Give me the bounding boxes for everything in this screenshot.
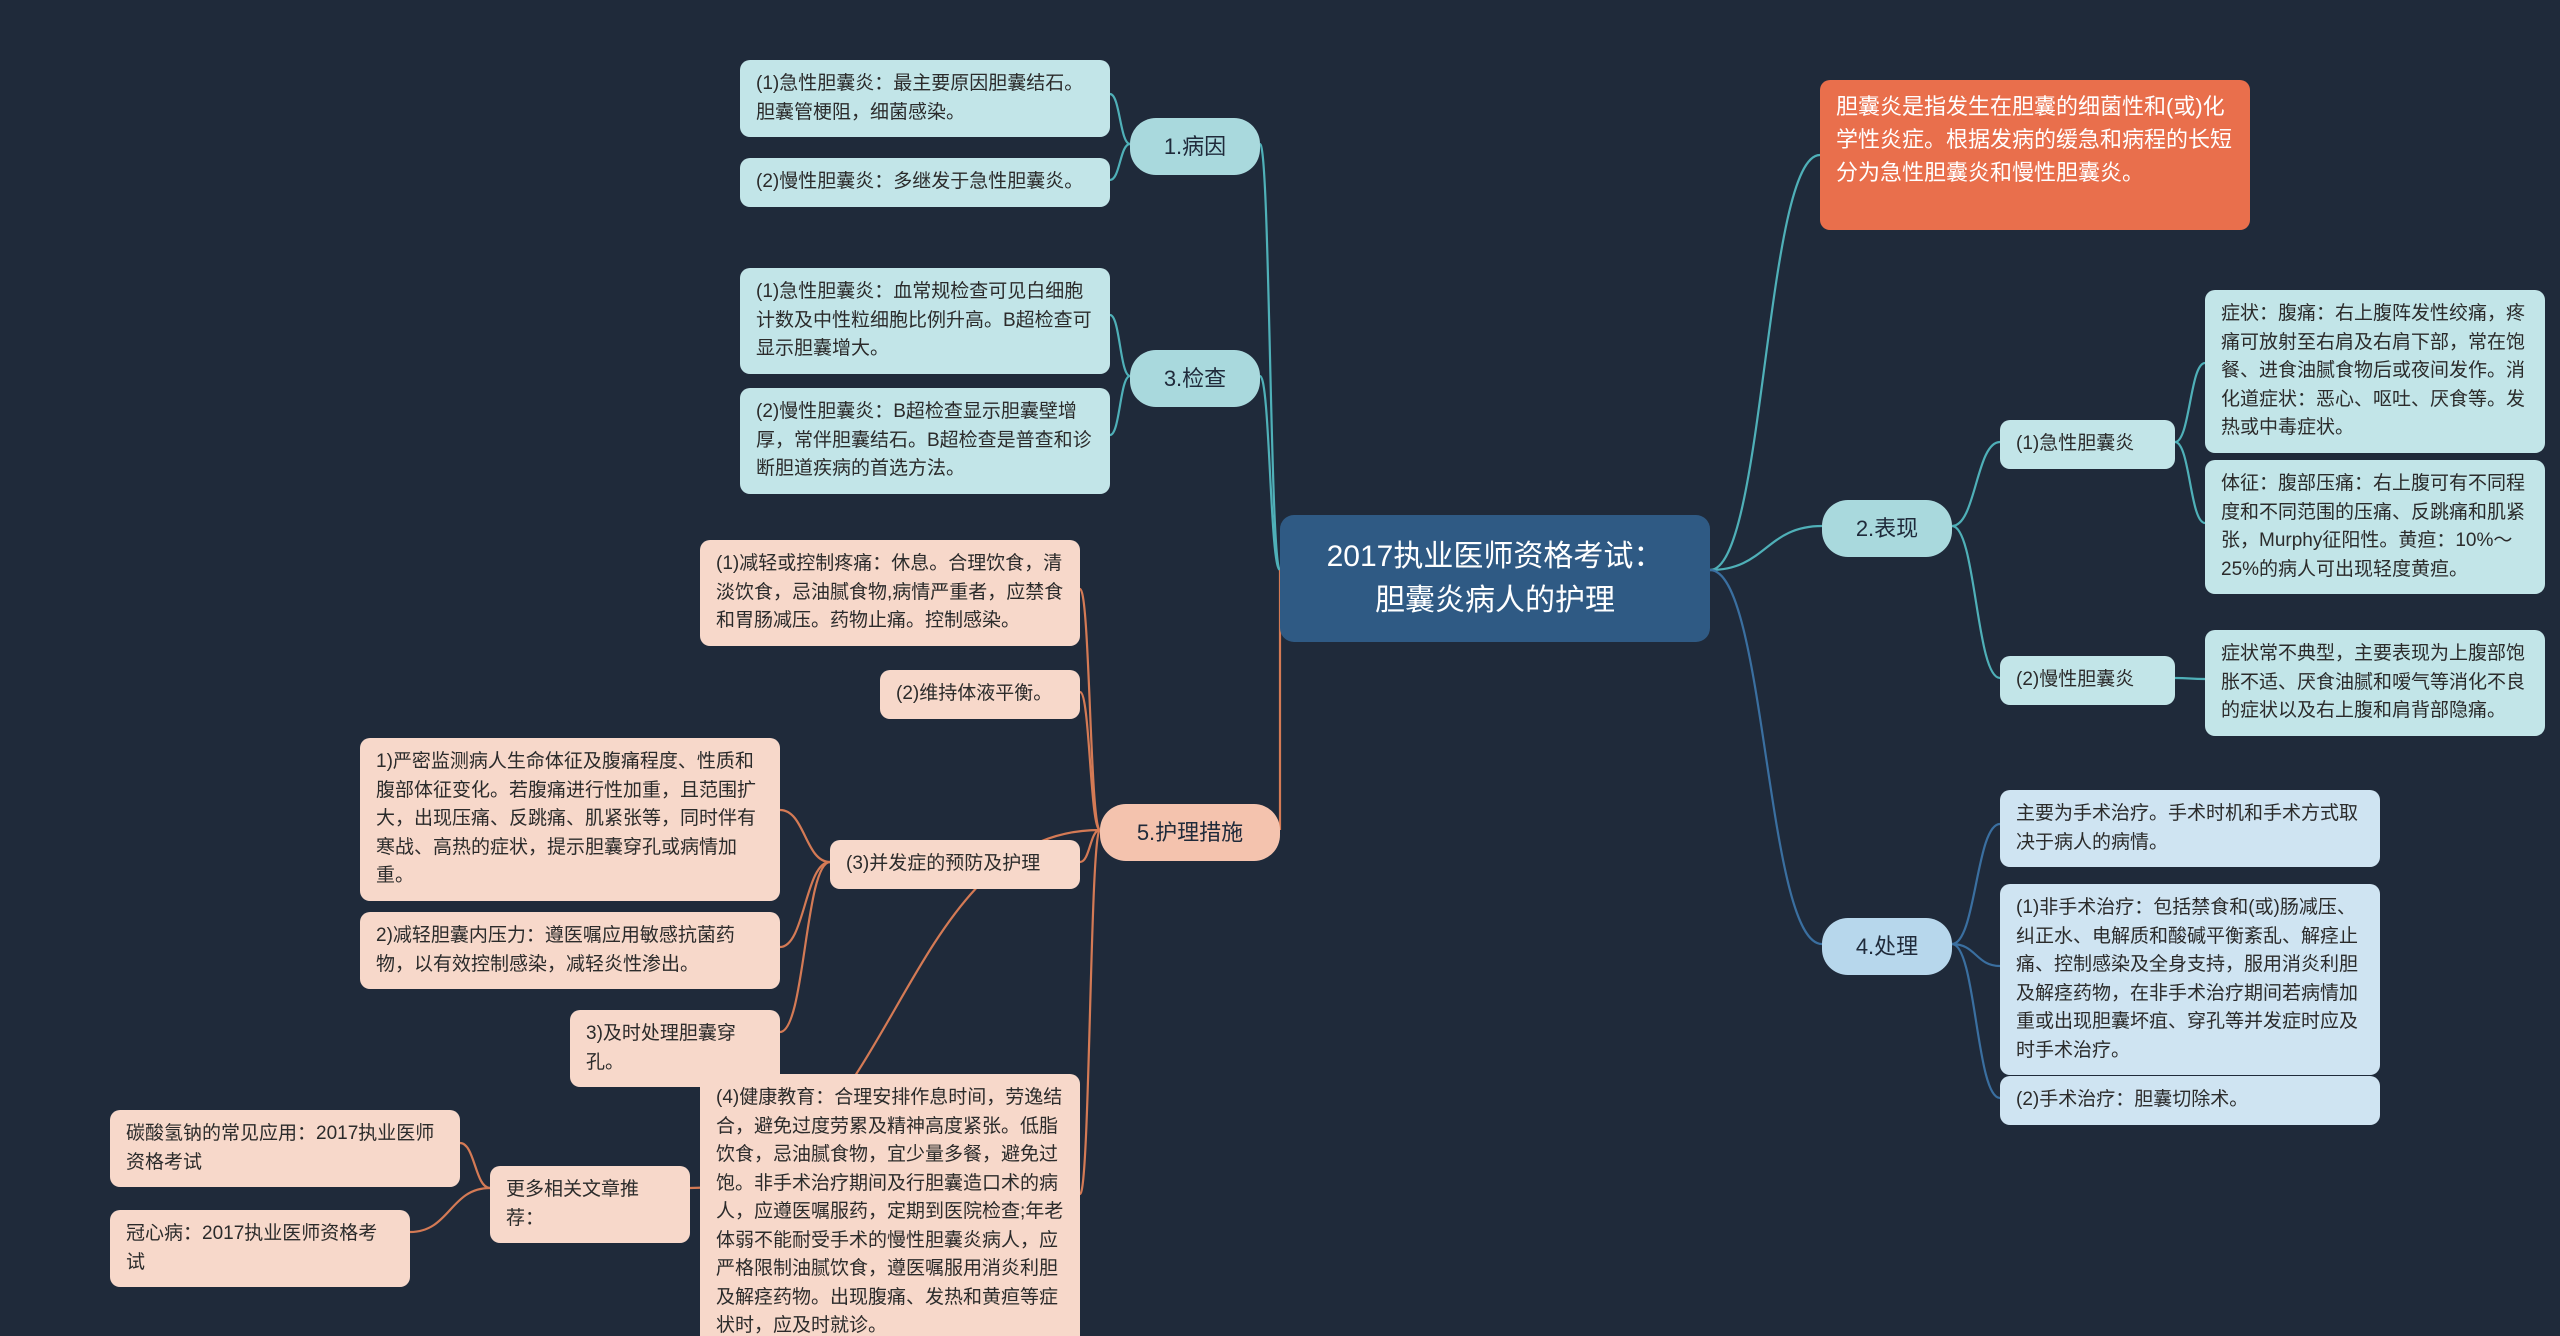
node-b5[interactable]: 5.护理措施 — [1100, 804, 1280, 861]
node-b5l1[interactable]: (1)减轻或控制疼痛：休息。合理饮食，清淡饮食，忌油腻食物,病情严重者，应禁食和… — [700, 540, 1080, 646]
node-b2l2a[interactable]: 症状常不典型，主要表现为上腹部饱胀不适、厌食油腻和嗳气等消化不良的症状以及右上腹… — [2205, 630, 2545, 736]
node-b4[interactable]: 4.处理 — [1822, 918, 1952, 975]
node-b4l0[interactable]: 主要为手术治疗。手术时机和手术方式取决于病人的病情。 — [2000, 790, 2380, 867]
edge — [1952, 824, 2000, 944]
edge — [1710, 570, 1822, 944]
node-b1l2[interactable]: (2)慢性胆囊炎：多继发于急性胆囊炎。 — [740, 158, 1110, 207]
edge — [460, 1143, 490, 1188]
edge — [780, 810, 830, 862]
edge — [780, 862, 830, 947]
node-b5rel[interactable]: 更多相关文章推荐： — [490, 1166, 690, 1243]
edge — [1952, 442, 2000, 526]
node-b5l2[interactable]: (2)维持体液平衡。 — [880, 670, 1080, 719]
node-b5rel2[interactable]: 冠心病：2017执业医师资格考试 — [110, 1210, 410, 1287]
node-b4l1[interactable]: (1)非手术治疗：包括禁食和(或)肠减压、纠正水、电解质和酸碱平衡紊乱、解痉止痛… — [2000, 884, 2380, 1075]
edge — [1952, 944, 2000, 1098]
node-b5l4[interactable]: (4)健康教育：合理安排作息时间，劳逸结合，避免过度劳累及精神高度紧张。低脂饮食… — [700, 1074, 1080, 1336]
edge — [1260, 376, 1280, 570]
edge — [1952, 526, 2000, 678]
node-b5l3[interactable]: (3)并发症的预防及护理 — [830, 840, 1080, 889]
edge — [1080, 830, 1100, 1194]
node-b3l1[interactable]: (1)急性胆囊炎：血常规检查可见白细胞计数及中性粒细胞比例升高。B超检查可显示胆… — [740, 268, 1110, 374]
edge — [780, 862, 830, 1032]
edge — [410, 1188, 490, 1232]
edge — [2175, 678, 2205, 679]
edge — [1080, 692, 1100, 830]
edge — [1110, 144, 1130, 180]
edge — [2175, 363, 2205, 442]
node-b1[interactable]: 1.病因 — [1130, 118, 1260, 175]
node-b2l1[interactable]: (1)急性胆囊炎 — [2000, 420, 2175, 469]
node-b2l1a[interactable]: 症状：腹痛：右上腹阵发性绞痛，疼痛可放射至右肩及右肩下部，常在饱餐、进食油腻食物… — [2205, 290, 2545, 453]
edge — [1080, 830, 1100, 862]
edge — [1110, 94, 1130, 144]
edge — [1710, 155, 1820, 570]
node-b2l1b[interactable]: 体征：腹部压痛：右上腹可有不同程度和不同范围的压痛、反跳痛和肌紧张，Murphy… — [2205, 460, 2545, 594]
node-b4l2[interactable]: (2)手术治疗：胆囊切除术。 — [2000, 1076, 2380, 1125]
edge — [1952, 944, 2000, 966]
edge — [1080, 589, 1100, 830]
node-b5l3a[interactable]: 1)严密监测病人生命体征及腹痛程度、性质和腹部体征变化。若腹痛进行性加重，且范围… — [360, 738, 780, 901]
node-b2[interactable]: 2.表现 — [1822, 500, 1952, 557]
node-root[interactable]: 2017执业医师资格考试：胆囊炎病人的护理 — [1280, 515, 1710, 642]
node-b3l2[interactable]: (2)慢性胆囊炎：B超检查显示胆囊壁增厚，常伴胆囊结石。B超检查是普查和诊断胆道… — [740, 388, 1110, 494]
edge — [1710, 526, 1822, 570]
node-b2l2[interactable]: (2)慢性胆囊炎 — [2000, 656, 2175, 705]
node-b5l3b[interactable]: 2)减轻胆囊内压力：遵医嘱应用敏感抗菌药物，以有效控制感染，减轻炎性渗出。 — [360, 912, 780, 989]
edge — [1110, 376, 1130, 435]
node-b5rel1[interactable]: 碳酸氢钠的常见应用：2017执业医师资格考试 — [110, 1110, 460, 1187]
edge — [1110, 315, 1130, 376]
node-b3[interactable]: 3.检查 — [1130, 350, 1260, 407]
edge — [1260, 144, 1280, 570]
node-b1l1[interactable]: (1)急性胆囊炎：最主要原因胆囊结石。胆囊管梗阻，细菌感染。 — [740, 60, 1110, 137]
edge — [2175, 442, 2205, 523]
node-definition[interactable]: 胆囊炎是指发生在胆囊的细菌性和(或)化学性炎症。根据发病的缓急和病程的长短分为急… — [1820, 80, 2250, 230]
